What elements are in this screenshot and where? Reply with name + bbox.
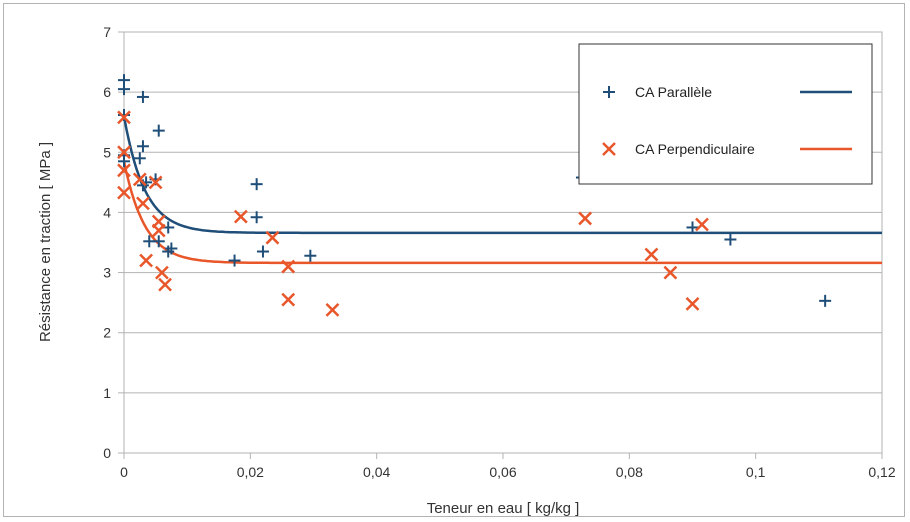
data-point [165,242,178,255]
data-point [644,247,659,262]
trend-line [122,161,882,265]
y-tick-label: 2 [103,325,111,341]
data-point [117,110,131,125]
data-point [325,302,340,317]
data-points [117,74,832,317]
data-point [685,296,700,311]
x-axis-ticks: 0 0,02 0,04 0,06 0,08 0,1 0,12 [120,453,896,480]
x-tick-label: 0,02 [237,464,264,480]
legend-label: CA Perpendiculaire [635,141,755,157]
legend: CA Parallèle CA Perpendiculaire [578,43,873,185]
data-point [152,235,165,248]
data-point [233,209,248,224]
data-point [250,178,263,191]
y-tick-label: 1 [103,385,111,401]
data-point [136,140,149,153]
y-axis-title: Résistance en traction [ MPa ] [37,142,54,342]
y-tick-label: 0 [103,445,111,461]
x-tick-label: 0,1 [746,464,766,480]
legend-marker [603,86,615,98]
data-point [578,211,593,226]
x-axis-title: Teneur en eau [ kg/kg ] [427,500,580,517]
y-tick-label: 5 [103,144,111,160]
data-point [118,83,130,96]
data-point [117,145,131,160]
data-point [133,152,146,165]
y-tick-label: 7 [103,24,111,40]
data-point [819,294,832,307]
legend-marker [602,142,616,156]
y-tick-label: 3 [103,265,111,281]
data-point [663,265,678,280]
y-axis-ticks: 0 1 2 3 4 5 6 7 [103,24,124,461]
data-point [148,175,163,190]
x-tick-label: 0,12 [868,464,895,480]
data-point [155,265,169,280]
trend-line [122,115,882,235]
x-tick-label: 0,06 [489,464,516,480]
data-point [228,254,241,267]
legend-items: CA Parallèle CA Perpendiculaire [602,84,852,157]
data-point [117,185,131,200]
data-point [139,253,153,268]
data-point [118,155,130,168]
data-point [265,230,280,245]
data-point [695,217,709,232]
data-point [158,277,172,292]
data-point [281,259,296,274]
data-point [117,163,131,178]
data-point [132,172,147,187]
trend-lines [122,115,882,265]
data-point [152,124,165,137]
y-tick-label: 4 [103,204,111,220]
data-point [136,196,150,211]
data-point [304,249,317,262]
data-point [281,292,296,307]
x-tick-label: 0,08 [616,464,643,480]
x-tick-label: 0,04 [363,464,390,480]
data-point [724,233,737,246]
data-point [250,211,263,224]
legend-label: CA Parallèle [635,84,712,100]
legend-box [578,43,873,185]
x-tick-label: 0 [120,464,128,480]
data-point [136,90,149,103]
y-tick-label: 6 [103,84,111,100]
data-point [686,221,699,234]
data-point [151,223,166,238]
data-point [256,245,269,258]
